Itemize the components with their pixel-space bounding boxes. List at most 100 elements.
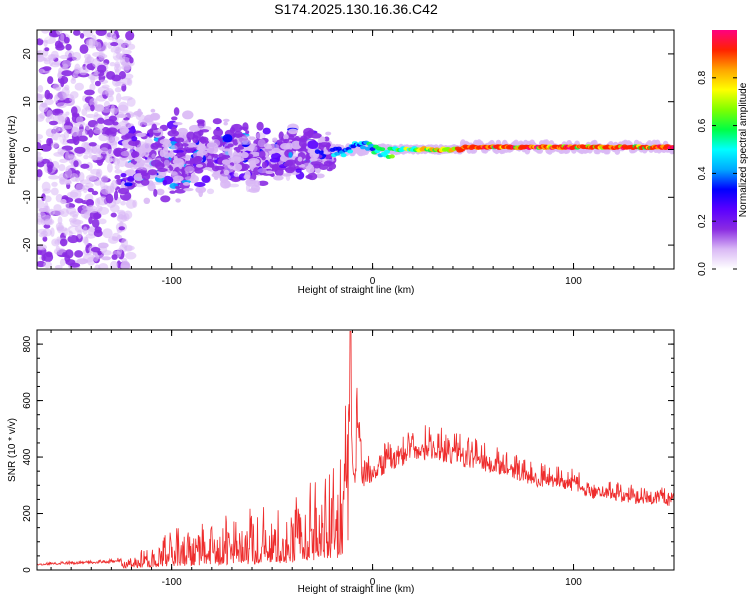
heatmap-cell — [323, 151, 331, 155]
heatmap-cell — [379, 147, 386, 152]
heatmap-cell — [110, 41, 119, 47]
heatmap-cell — [55, 245, 60, 252]
heatmap-cell — [41, 254, 46, 262]
heatmap-cell — [221, 154, 231, 159]
heatmap-cell — [121, 238, 128, 249]
heatmap-cell — [37, 38, 44, 46]
heatmap-cell — [222, 118, 230, 123]
heatmap-cell — [100, 54, 108, 59]
heatmap-cell — [65, 111, 70, 116]
heatmap-cell — [94, 253, 104, 259]
heatmap-cell — [91, 190, 99, 196]
heatmap-cell — [107, 236, 119, 244]
heatmap-cell — [174, 188, 186, 194]
heatmap-cell — [302, 162, 313, 168]
x-tick-label: 0 — [370, 276, 376, 287]
heatmap-cell — [98, 218, 107, 225]
colorbar-tick-label: 0.8 — [697, 70, 708, 84]
heatmap-cell — [116, 157, 128, 168]
heatmap-cell — [87, 226, 96, 236]
heatmap-cell — [50, 50, 59, 59]
heatmap-cell — [127, 43, 136, 50]
heatmap-cell — [171, 126, 177, 135]
heatmap-cell — [172, 122, 183, 126]
heatmap-cell — [297, 156, 303, 162]
heatmap-cell — [174, 185, 181, 190]
heatmap-cell — [162, 146, 169, 155]
heatmap-cell — [222, 150, 233, 156]
colorbar-tick-label: 0.0 — [697, 262, 708, 276]
heatmap-cell — [73, 160, 79, 168]
heatmap-cell — [305, 174, 313, 179]
heatmap-cell — [124, 162, 134, 169]
heatmap-cell — [93, 212, 102, 220]
heatmap-cell — [193, 155, 203, 162]
snr-ticks: -100 0 100 0 200 400 600 800 — [22, 329, 675, 588]
heatmap-cell — [50, 187, 59, 196]
heatmap-cell — [49, 120, 58, 126]
heatmap-cell — [265, 170, 274, 175]
heatmap-cell — [83, 89, 95, 96]
heatmap-cell — [108, 115, 118, 122]
y-tick-label: 0 — [22, 146, 33, 152]
heatmap-cell — [54, 109, 61, 114]
heatmap-cell — [68, 155, 77, 161]
heatmap-cell — [127, 127, 136, 134]
heatmap-cell — [135, 114, 146, 121]
heatmap-cell — [65, 151, 70, 162]
heatmap-cell — [133, 173, 145, 182]
heatmap-cell — [193, 181, 206, 188]
snr-frame — [36, 329, 675, 571]
heatmap-cell — [57, 216, 63, 225]
heatmap-cell — [88, 142, 97, 147]
heatmap-cell — [57, 113, 68, 122]
spectrogram-ylabel: Frequency (Hz) — [7, 116, 18, 185]
heatmap-cell — [41, 30, 50, 34]
heatmap-cell — [160, 195, 171, 203]
heatmap-cell — [287, 128, 299, 135]
heatmap-cell — [44, 47, 50, 52]
heatmap-cell — [315, 173, 325, 179]
heatmap-cell — [213, 128, 224, 137]
heatmap-cell — [37, 199, 45, 209]
heatmap-cell — [37, 142, 42, 150]
heatmap-cell — [147, 169, 158, 176]
heatmap-cell — [55, 86, 61, 92]
heatmap-cell — [91, 58, 101, 68]
heatmap-cell — [239, 126, 249, 130]
heatmap-cell — [189, 158, 195, 166]
heatmap-cell — [120, 260, 131, 269]
heatmap-cell — [120, 96, 133, 101]
heatmap-cell — [212, 153, 219, 158]
heatmap-cell — [85, 174, 97, 182]
heatmap-cell — [236, 136, 249, 145]
heatmap-cell — [59, 258, 66, 267]
heatmap-cell — [150, 113, 160, 121]
heatmap-cell — [359, 145, 366, 150]
colorbar-tick-label: 0.6 — [697, 118, 708, 132]
heatmap-cell — [325, 131, 332, 136]
heatmap-cell — [240, 151, 249, 159]
heatmap-cell — [127, 175, 135, 182]
heatmap-cell — [285, 172, 291, 182]
heatmap-cell — [127, 78, 133, 86]
heatmap-cell — [43, 261, 52, 269]
heatmap-cell — [121, 180, 126, 189]
heatmap-cell — [124, 169, 136, 177]
snr-series-line — [37, 331, 674, 569]
heatmap-cell — [173, 107, 180, 116]
heatmap-cell — [319, 136, 326, 143]
heatmap-cell — [172, 158, 185, 166]
heatmap-cell — [43, 195, 52, 203]
heatmap-cell — [259, 150, 266, 159]
heatmap-cell — [128, 139, 140, 147]
heatmap-cell — [113, 190, 119, 201]
snr-panel: -100 0 100 0 200 400 600 800 Height of straight… — [7, 329, 675, 595]
heatmap-cell — [104, 154, 113, 164]
heatmap-cell — [87, 187, 94, 193]
heatmap-cell — [52, 125, 61, 133]
heatmap-cell — [59, 177, 65, 185]
heatmap-cell — [82, 30, 94, 38]
heatmap-cell — [80, 163, 90, 169]
